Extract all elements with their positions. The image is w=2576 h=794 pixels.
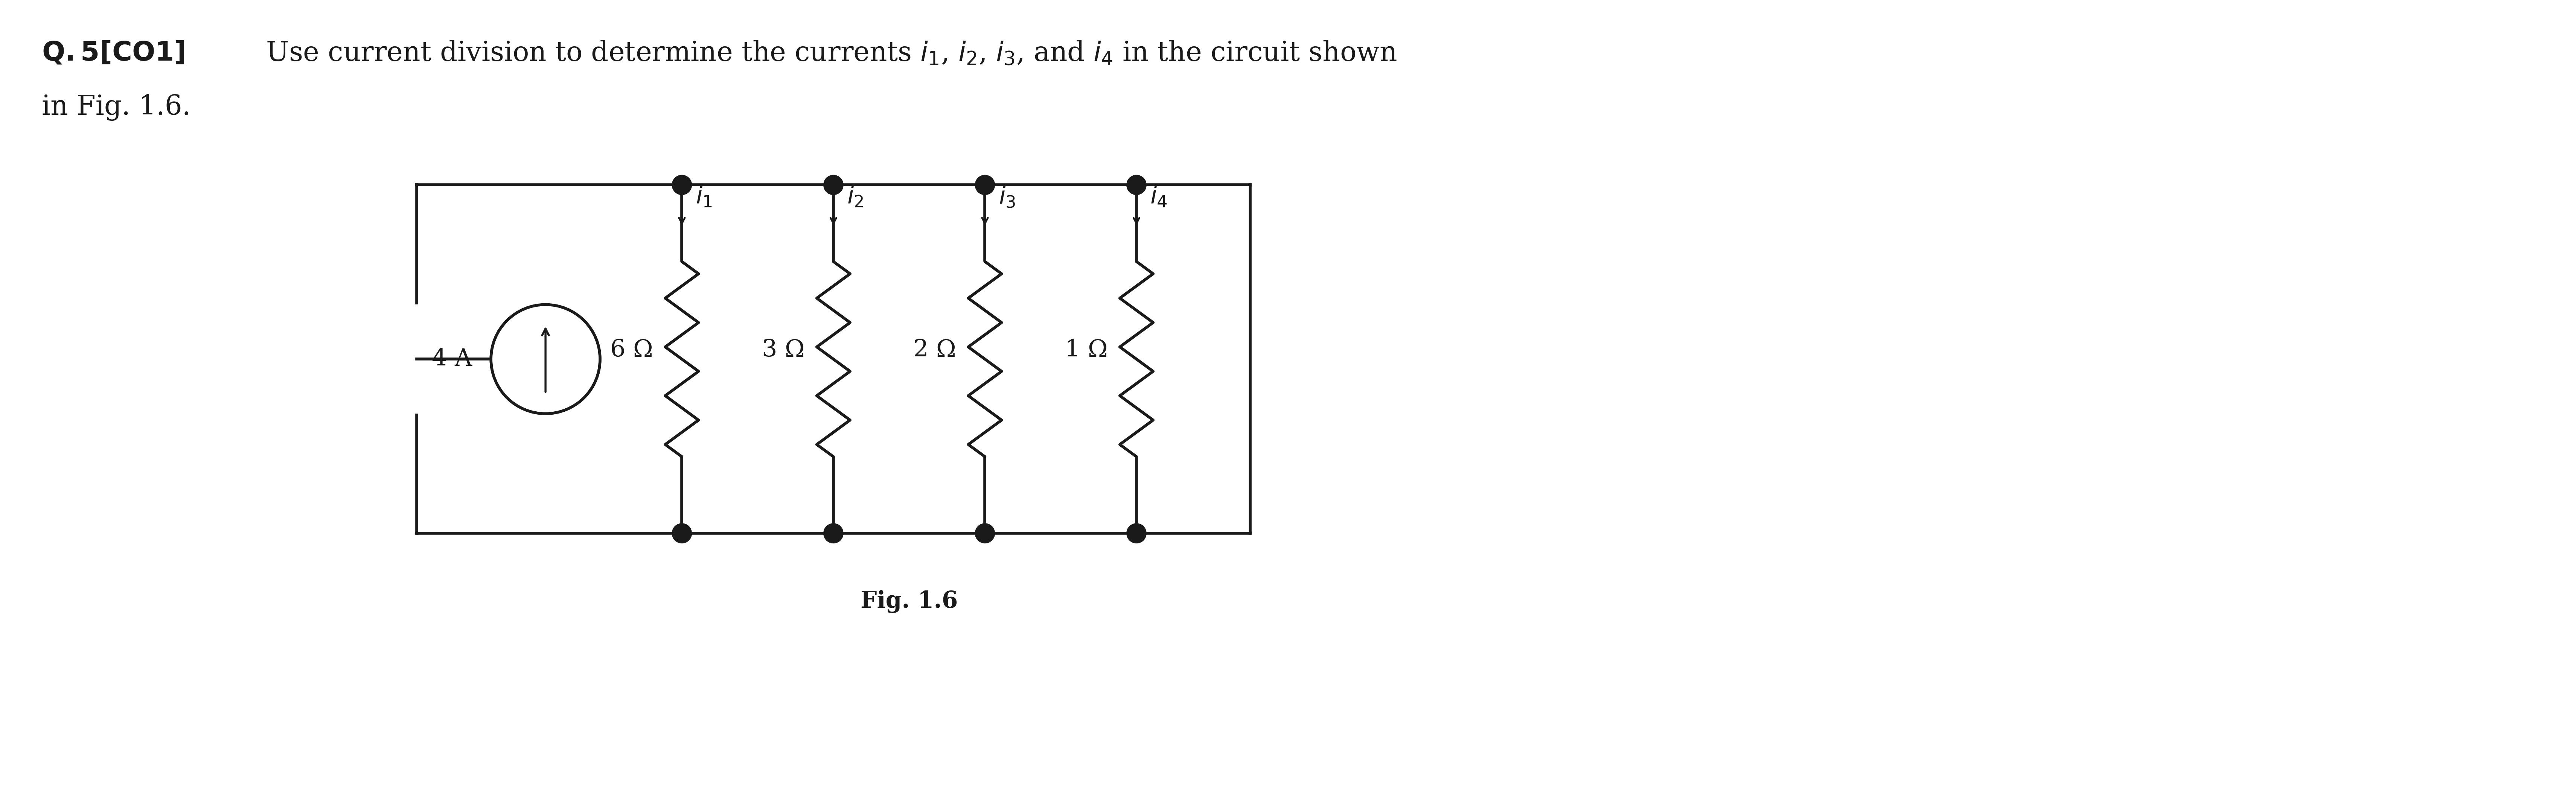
Text: 1 Ω: 1 Ω	[1064, 338, 1108, 361]
Text: $\mathbf{Q.5[CO1]}$: $\mathbf{Q.5[CO1]}$	[41, 40, 185, 66]
Text: $i_1$: $i_1$	[696, 185, 711, 209]
Circle shape	[824, 175, 842, 195]
Text: $i_2$: $i_2$	[848, 185, 863, 209]
Text: $i_4$: $i_4$	[1149, 185, 1167, 209]
Circle shape	[672, 175, 693, 195]
Text: 3 Ω: 3 Ω	[762, 338, 804, 361]
Circle shape	[1126, 523, 1146, 543]
Circle shape	[976, 523, 994, 543]
Circle shape	[824, 523, 842, 543]
Circle shape	[976, 175, 994, 195]
Text: 6 Ω: 6 Ω	[611, 338, 654, 361]
Circle shape	[1126, 175, 1146, 195]
Text: 4 A: 4 A	[433, 348, 471, 371]
Text: in Fig. 1.6.: in Fig. 1.6.	[41, 94, 191, 121]
Text: $i_3$: $i_3$	[999, 185, 1015, 209]
Text: 2 Ω: 2 Ω	[914, 338, 956, 361]
Circle shape	[672, 523, 693, 543]
Text: Fig. 1.6: Fig. 1.6	[860, 590, 958, 613]
Text: Use current division to determine the currents $i_1$, $i_2$, $i_3$, and $i_4$ in: Use current division to determine the cu…	[258, 40, 1396, 67]
